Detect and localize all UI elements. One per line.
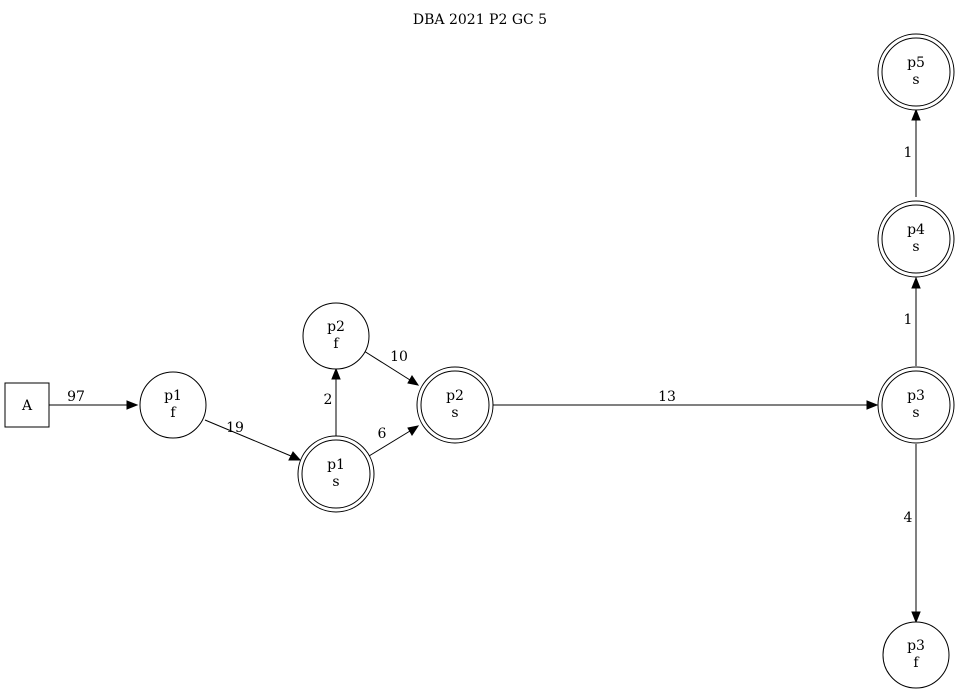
node-label: p2 bbox=[327, 319, 345, 335]
edge-p3s-p4s: 1 bbox=[904, 276, 921, 366]
node-p4s: p4 s bbox=[877, 200, 955, 278]
node-label: s bbox=[912, 239, 919, 255]
node-label: p2 bbox=[446, 388, 464, 404]
node-label: p1 bbox=[327, 457, 345, 473]
node-label: s bbox=[912, 72, 919, 88]
edge-a-p1f: 97 bbox=[49, 389, 139, 410]
node-label: p3 bbox=[907, 638, 925, 654]
edge-p3s-p3f: 4 bbox=[904, 444, 921, 624]
edge-label: 97 bbox=[67, 389, 85, 405]
node-label: f bbox=[170, 405, 177, 421]
node-label: f bbox=[333, 336, 340, 352]
node-label: s bbox=[912, 405, 919, 421]
node-label: p4 bbox=[907, 222, 925, 238]
edge-label: 19 bbox=[226, 420, 244, 436]
node-p1f: p1 f bbox=[139, 371, 207, 439]
node-label: A bbox=[21, 398, 33, 414]
edge-p4s-p5s: 1 bbox=[904, 108, 921, 197]
node-label: p1 bbox=[164, 388, 182, 404]
edge-label: 1 bbox=[904, 312, 913, 328]
node-label: p5 bbox=[907, 55, 925, 71]
node-label: s bbox=[332, 474, 339, 490]
edge-p2f-p2s: 10 bbox=[363, 349, 420, 386]
node-label: f bbox=[913, 655, 920, 671]
edge-p1s-p2f: 2 bbox=[324, 367, 341, 436]
node-p2s: p2 s bbox=[416, 366, 494, 444]
node-p2f: p2 f bbox=[302, 302, 370, 370]
node-p1s: p1 s bbox=[297, 435, 375, 513]
edge-label: 4 bbox=[904, 510, 913, 526]
node-a: A bbox=[4, 382, 50, 428]
edge-label: 10 bbox=[390, 349, 408, 365]
diagram-title: DBA 2021 P2 GC 5 bbox=[413, 12, 547, 28]
node-p3f: p3 f bbox=[882, 621, 950, 689]
edge-p1s-p2s: 6 bbox=[368, 425, 420, 457]
edge-label: 1 bbox=[904, 145, 913, 161]
edge-p1f-p1s: 19 bbox=[204, 419, 302, 461]
edge-p2s-p3s: 13 bbox=[492, 389, 879, 410]
edge-label: 2 bbox=[324, 392, 333, 408]
node-label: p3 bbox=[907, 388, 925, 404]
node-label: s bbox=[451, 405, 458, 421]
edge-label: 13 bbox=[658, 389, 676, 405]
node-p3s: p3 s bbox=[877, 366, 955, 444]
edge-label: 6 bbox=[378, 426, 387, 442]
node-p5s: p5 s bbox=[877, 33, 955, 111]
